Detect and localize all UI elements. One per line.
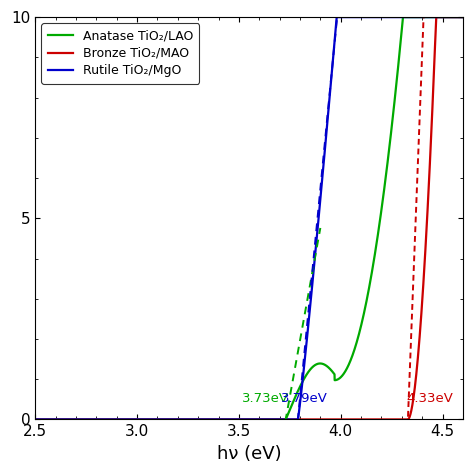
Bronze TiO₂/MAO	[462, 14, 467, 20]
Legend: Anatase TiO₂/LAO, Bronze TiO₂/MAO, Rutile TiO₂/MgO: Anatase TiO₂/LAO, Bronze TiO₂/MAO, Rutil…	[41, 23, 200, 83]
Rutile TiO₂/MgO	[32, 417, 38, 422]
Bronze TiO₂/MAO	[414, 361, 420, 367]
Line: Anatase TiO₂/LAO: Anatase TiO₂/LAO	[35, 17, 473, 419]
Anatase TiO₂/LAO	[415, 14, 420, 20]
Anatase TiO₂/LAO	[82, 417, 88, 422]
Anatase TiO₂/LAO	[219, 417, 225, 422]
Text: 4.33eV: 4.33eV	[407, 392, 454, 405]
Bronze TiO₂/MAO	[470, 14, 474, 20]
Text: 3.73eV: 3.73eV	[242, 392, 289, 405]
Anatase TiO₂/LAO	[470, 14, 474, 20]
Line: Bronze TiO₂/MAO: Bronze TiO₂/MAO	[35, 17, 473, 419]
Line: Rutile TiO₂/MgO: Rutile TiO₂/MgO	[35, 17, 473, 419]
Anatase TiO₂/LAO	[32, 417, 38, 422]
Bronze TiO₂/MAO	[108, 417, 114, 422]
Rutile TiO₂/MgO	[470, 14, 474, 20]
Text: 3.79eV: 3.79eV	[281, 392, 328, 405]
Anatase TiO₂/LAO	[400, 14, 406, 20]
Bronze TiO₂/MAO	[219, 417, 225, 422]
Rutile TiO₂/MgO	[219, 417, 225, 422]
Rutile TiO₂/MgO	[334, 14, 339, 20]
Bronze TiO₂/MAO	[433, 14, 439, 20]
Bronze TiO₂/MAO	[201, 417, 206, 422]
Rutile TiO₂/MgO	[415, 14, 420, 20]
Bronze TiO₂/MAO	[32, 417, 38, 422]
Anatase TiO₂/LAO	[201, 417, 206, 422]
X-axis label: hν (eV): hν (eV)	[217, 445, 282, 463]
Rutile TiO₂/MgO	[108, 417, 114, 422]
Rutile TiO₂/MgO	[201, 417, 206, 422]
Bronze TiO₂/MAO	[82, 417, 88, 422]
Anatase TiO₂/LAO	[108, 417, 114, 422]
Rutile TiO₂/MgO	[82, 417, 88, 422]
Anatase TiO₂/LAO	[462, 14, 467, 20]
Rutile TiO₂/MgO	[462, 14, 467, 20]
